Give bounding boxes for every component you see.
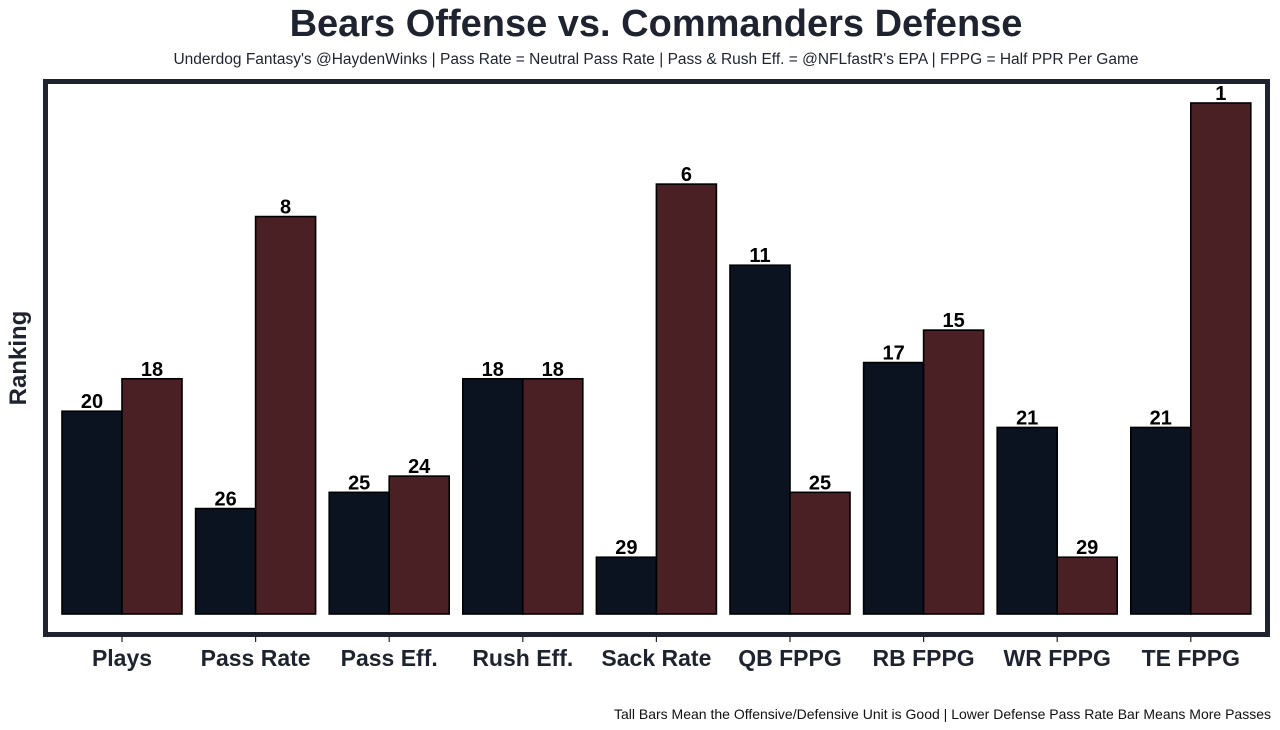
bar-defense: [1190, 102, 1252, 615]
x-tick-label: WR FPPG: [1004, 645, 1111, 671]
bar-offense: [595, 556, 658, 615]
bar-offense: [328, 491, 391, 615]
bar-offense: [461, 377, 524, 615]
bar-defense: [254, 215, 317, 615]
bar-value-label: 20: [81, 391, 103, 413]
bar-value-label: 25: [348, 472, 370, 494]
x-tick-label: TE FPPG: [1142, 645, 1240, 671]
chart-footnote: Tall Bars Mean the Offensive/Defensive U…: [613, 706, 1271, 722]
bar-offense: [1130, 426, 1192, 615]
bar-value-label: 21: [1150, 407, 1172, 429]
bar-defense: [121, 377, 183, 615]
bar-defense: [789, 491, 851, 615]
x-tick-label: Rush Eff.: [472, 645, 573, 671]
x-tick-label: RB FPPG: [872, 645, 974, 671]
bar-offense: [996, 426, 1059, 615]
bar-value-label: 24: [408, 456, 431, 478]
bar-defense: [655, 183, 718, 615]
bar-value-label: 29: [1076, 537, 1098, 559]
x-tick-label: Pass Rate: [201, 645, 311, 671]
bar-value-label: 26: [214, 489, 236, 511]
bar-offense: [194, 507, 257, 615]
bar-value-label: 18: [542, 359, 564, 381]
plot-frame: [43, 79, 1270, 637]
chart-title: Bears Offense vs. Commanders Defense: [289, 3, 1023, 45]
bar-value-label: 8: [280, 197, 291, 219]
bar-value-label: 17: [882, 343, 904, 365]
bar-value-label: 18: [141, 359, 163, 381]
x-tick-label: Sack Rate: [601, 645, 711, 671]
bar-value-label: 1: [1215, 83, 1226, 105]
x-tick-label: QB FPPG: [738, 645, 842, 671]
bar-defense: [922, 329, 985, 615]
bar-offense: [61, 410, 123, 615]
chart-subtitle: Underdog Fantasy's @HaydenWinks | Pass R…: [173, 51, 1139, 68]
bar-value-label: 25: [809, 472, 831, 494]
x-tick-label: Pass Eff.: [341, 645, 438, 671]
bar-value-label: 15: [942, 310, 964, 332]
x-tick-label: Plays: [92, 645, 152, 671]
bar-value-label: 6: [681, 164, 692, 186]
bar-offense: [862, 361, 925, 615]
bar-offense: [729, 264, 791, 615]
bar-defense: [1056, 556, 1118, 615]
bar-value-label: 18: [482, 359, 504, 381]
bar-value-label: 29: [615, 537, 637, 559]
bar-value-label: 21: [1016, 407, 1038, 429]
bar-defense: [388, 475, 451, 615]
bar-value-label: 11: [749, 245, 770, 267]
bar-defense: [521, 377, 584, 615]
